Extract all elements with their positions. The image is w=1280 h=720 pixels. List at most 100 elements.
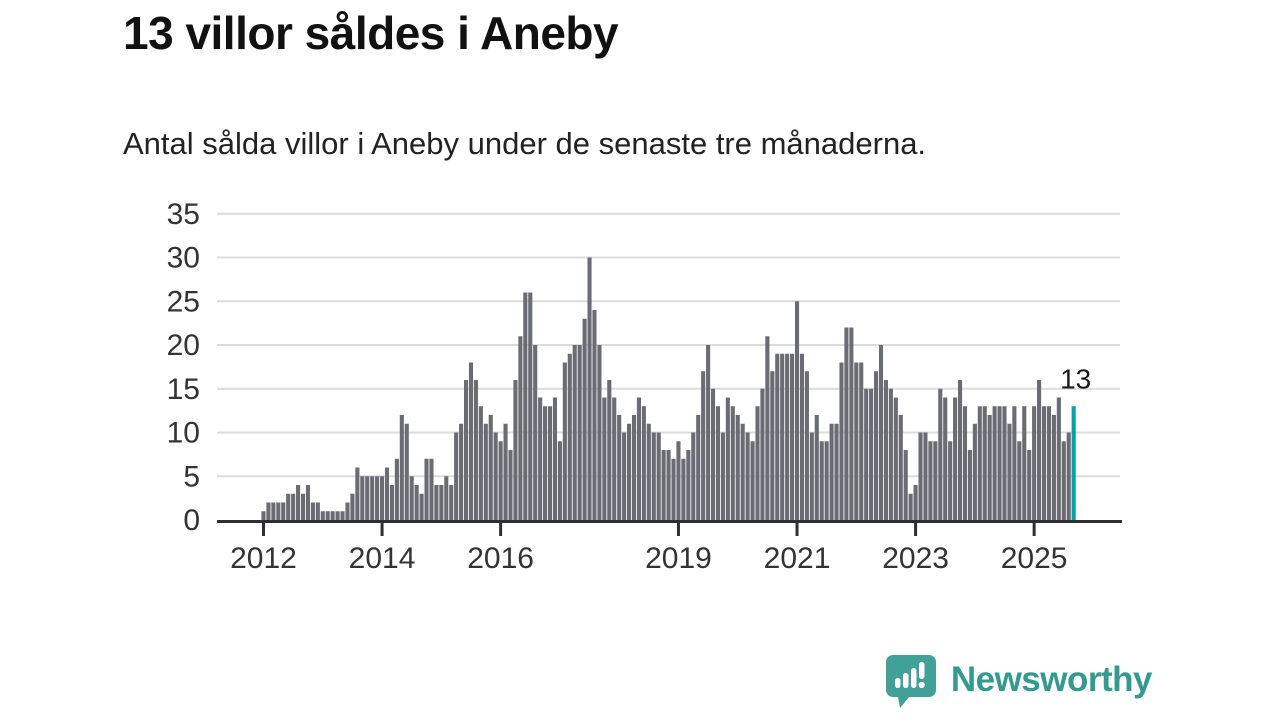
- y-tick-label: 35: [167, 198, 200, 231]
- bar: [814, 415, 819, 520]
- bar: [375, 476, 380, 520]
- bar: [360, 476, 365, 520]
- bar: [948, 441, 953, 520]
- bar: [1066, 432, 1071, 520]
- bar: [775, 353, 780, 520]
- bar: [454, 432, 459, 520]
- bar: [730, 406, 735, 520]
- bar: [607, 380, 612, 520]
- bar: [666, 450, 671, 520]
- y-tick-label: 30: [167, 242, 200, 275]
- bar: [824, 441, 829, 520]
- bar: [498, 441, 503, 520]
- bar: [612, 397, 617, 520]
- bar: [918, 432, 923, 520]
- bar: [1017, 441, 1022, 520]
- bar: [671, 458, 676, 520]
- bar: [967, 450, 972, 520]
- bar: [602, 397, 607, 520]
- bar: [1056, 397, 1061, 520]
- bar: [399, 415, 404, 520]
- bar: [478, 406, 483, 520]
- bar: [641, 406, 646, 520]
- y-tick-label: 0: [183, 504, 200, 537]
- bar: [380, 476, 385, 520]
- bar: [962, 406, 968, 520]
- bar: [281, 502, 286, 520]
- bar: [587, 257, 592, 520]
- bar: [636, 397, 641, 520]
- bar: [799, 353, 805, 520]
- bar: [384, 467, 390, 520]
- bar: [883, 380, 888, 520]
- bar: [463, 380, 469, 520]
- x-tick-label: 2019: [645, 542, 712, 575]
- bar: [844, 327, 849, 520]
- bar: [874, 371, 879, 520]
- bar: [459, 423, 464, 520]
- y-tick-label: 15: [167, 373, 200, 406]
- bar: [1022, 406, 1027, 520]
- bar: [829, 423, 834, 520]
- bar: [982, 406, 987, 520]
- bar: [404, 423, 409, 520]
- bar: [523, 292, 528, 520]
- bar: [859, 362, 864, 520]
- bar: [261, 511, 266, 520]
- bar: [552, 397, 558, 520]
- bar: [701, 371, 706, 520]
- bar: [794, 301, 800, 520]
- bar: [414, 485, 419, 520]
- bar: [878, 345, 884, 520]
- bar: [1046, 406, 1052, 520]
- bar: [715, 406, 721, 520]
- bar: [424, 458, 429, 520]
- bar: [720, 432, 725, 520]
- x-tick-label: 2012: [230, 542, 297, 575]
- bar: [923, 432, 928, 520]
- bar: [913, 485, 918, 520]
- bar: [631, 415, 637, 520]
- bar: [735, 415, 740, 520]
- bar: [933, 441, 938, 520]
- bar: [1002, 406, 1007, 520]
- bar: [533, 345, 538, 520]
- bar: [394, 458, 399, 520]
- bar: [296, 485, 301, 520]
- bar: [271, 502, 276, 520]
- bar: [291, 493, 296, 520]
- bar: [439, 485, 444, 520]
- bar: [543, 406, 548, 520]
- newsworthy-logo-icon: [885, 655, 936, 708]
- bar: [745, 432, 750, 520]
- bar: [444, 476, 449, 520]
- bar: [315, 502, 320, 520]
- bar: [597, 345, 602, 520]
- bar: [330, 511, 335, 520]
- bar: [473, 380, 478, 520]
- bar: [627, 423, 632, 520]
- bar: [266, 502, 271, 520]
- brand-footer: Newsworthy: [883, 652, 1153, 708]
- bar: [651, 432, 656, 520]
- bar: [908, 493, 913, 520]
- y-tick-label: 5: [183, 460, 200, 493]
- bar: [617, 415, 622, 520]
- bar: [893, 397, 898, 520]
- bar: [760, 388, 765, 520]
- bar: [992, 406, 997, 520]
- y-tick-label: 25: [167, 285, 200, 318]
- bar: [577, 345, 582, 520]
- bar: [977, 406, 982, 520]
- bar: [325, 511, 330, 520]
- bar: [547, 406, 553, 520]
- bar: [938, 388, 943, 520]
- bar: [646, 423, 651, 520]
- y-tick-label: 10: [167, 417, 200, 450]
- bar: [1007, 423, 1012, 520]
- bar: [365, 476, 370, 520]
- bar: [1041, 406, 1047, 520]
- bar: [790, 353, 795, 520]
- bar: [493, 432, 498, 520]
- bar: [320, 511, 325, 520]
